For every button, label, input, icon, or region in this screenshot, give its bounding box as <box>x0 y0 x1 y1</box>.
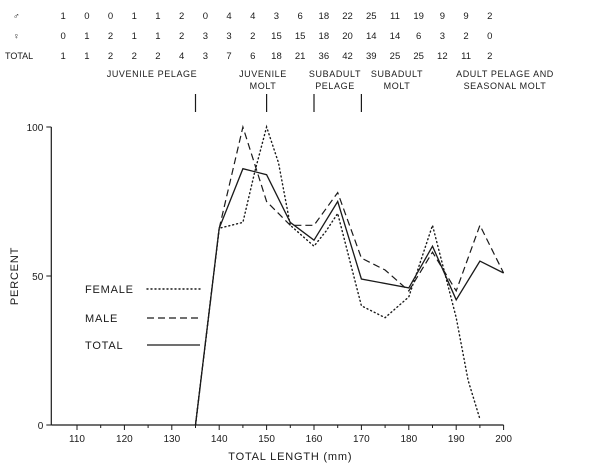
count-cell: 3 <box>203 31 208 42</box>
stage-label: JUVENILE PELAGE <box>107 69 198 79</box>
count-cell: 25 <box>390 51 401 62</box>
count-cell: 18 <box>319 11 330 22</box>
count-cell: 25 <box>366 11 377 22</box>
x-tick-label: 110 <box>69 434 85 445</box>
count-cell: 6 <box>298 11 303 22</box>
count-cell: 9 <box>463 11 468 22</box>
x-tick-label: 140 <box>211 434 228 445</box>
count-cell: 0 <box>487 31 492 42</box>
x-tick-label: 180 <box>400 434 417 445</box>
count-row-label: TOTAL <box>5 51 33 61</box>
count-cell: 0 <box>84 11 89 22</box>
count-cell: 2 <box>487 51 492 62</box>
stage-label: PELAGE <box>315 81 355 91</box>
series-lines <box>194 124 505 426</box>
count-cell: 3 <box>274 11 279 22</box>
count-cell: 0 <box>108 11 113 22</box>
count-cell: 2 <box>132 51 137 62</box>
count-cell: 2 <box>487 11 492 22</box>
count-cell: 42 <box>342 51 353 62</box>
stage-label: MOLT <box>384 81 411 91</box>
y-tick-label: 50 <box>32 272 44 283</box>
count-row-label: ♂ <box>13 11 20 21</box>
count-cell: 4 <box>226 11 231 22</box>
count-cell: 1 <box>132 31 137 42</box>
count-cell: 1 <box>155 31 160 42</box>
x-tick-label: 160 <box>306 434 323 445</box>
count-cell: 1 <box>61 51 66 62</box>
count-cell: 1 <box>84 51 89 62</box>
count-cell: 25 <box>413 51 424 62</box>
legend-label-male: MALE <box>85 313 118 325</box>
count-cell: 36 <box>319 51 330 62</box>
count-cell: 2 <box>179 11 184 22</box>
count-cell: 39 <box>366 51 377 62</box>
series-line-male <box>194 124 505 426</box>
count-cell: 2 <box>108 51 113 62</box>
stage-label: SUBADULT <box>309 69 361 79</box>
y-axis-title: PERCENT <box>9 247 21 305</box>
count-cell: 7 <box>226 51 231 62</box>
series-line-total <box>194 167 504 426</box>
count-cell: 15 <box>271 31 282 42</box>
count-cell: 11 <box>390 11 400 22</box>
series-line-female <box>194 124 481 426</box>
count-cell: 20 <box>342 31 353 42</box>
count-cell: 1 <box>132 11 137 22</box>
x-tick-label: 190 <box>448 434 465 445</box>
y-tick-label: 100 <box>27 123 44 134</box>
counts-table: ♂ 1 0 0 1 1 2 0 4 4 3 6 18 22 25 11 19 9 9 2♀ 0 1 2 1 1 2 3 3 2 15 15 1… <box>5 11 492 62</box>
count-cell: 2 <box>155 51 160 62</box>
x-tick-label: 170 <box>353 434 370 445</box>
stage-label: MOLT <box>250 81 277 91</box>
count-cell: 15 <box>295 31 306 42</box>
count-cell: 18 <box>271 51 282 62</box>
count-cell: 3 <box>203 51 208 62</box>
count-cell: 2 <box>250 31 255 42</box>
x-tick-label: 120 <box>116 434 133 445</box>
count-cell: 1 <box>155 11 160 22</box>
stage-label: SEASONAL MOLT <box>464 81 547 91</box>
count-cell: 0 <box>203 11 208 22</box>
count-cell: 14 <box>366 31 377 42</box>
count-cell: 18 <box>319 31 330 42</box>
count-cell: 3 <box>226 31 231 42</box>
y-tick-label: 0 <box>38 421 44 432</box>
count-cell: 0 <box>61 31 66 42</box>
count-cell: 2 <box>108 31 113 42</box>
count-cell: 6 <box>250 51 255 62</box>
axes: 110 120 130 140 150 160 170 180 190 200 0 50 100 TOTA… <box>9 123 512 463</box>
stage-labels: JUVENILE PELAGE JUVENILE MOLT SUBADULT PELAG… <box>107 69 554 112</box>
count-row-label: ♀ <box>13 31 20 41</box>
x-tick-label: 200 <box>495 434 512 445</box>
stage-label: ADULT PELAGE AND <box>456 69 554 79</box>
legend-label-total: TOTAL <box>85 340 123 352</box>
count-cell: 12 <box>437 51 448 62</box>
count-cell: 22 <box>342 11 353 22</box>
stage-label: JUVENILE <box>239 69 287 79</box>
count-cell: 2 <box>463 31 468 42</box>
legend: FEMALE MALE TOTAL <box>85 284 201 352</box>
count-cell: 4 <box>250 11 255 22</box>
count-cell: 19 <box>413 11 424 22</box>
count-cell: 4 <box>179 51 184 62</box>
x-tick-label: 150 <box>258 434 275 445</box>
count-cell: 14 <box>390 31 401 42</box>
count-cell: 11 <box>461 51 471 62</box>
legend-label-female: FEMALE <box>85 284 134 296</box>
count-cell: 21 <box>295 51 306 62</box>
x-axis-title: TOTAL LENGTH (mm) <box>228 451 352 463</box>
stage-label: SUBADULT <box>371 69 423 79</box>
x-tick-label: 130 <box>163 434 180 445</box>
count-cell: 1 <box>84 31 89 42</box>
count-cell: 9 <box>440 11 445 22</box>
count-cell: 1 <box>61 11 66 22</box>
count-cell: 2 <box>179 31 184 42</box>
count-cell: 6 <box>416 31 421 42</box>
count-cell: 3 <box>440 31 445 42</box>
